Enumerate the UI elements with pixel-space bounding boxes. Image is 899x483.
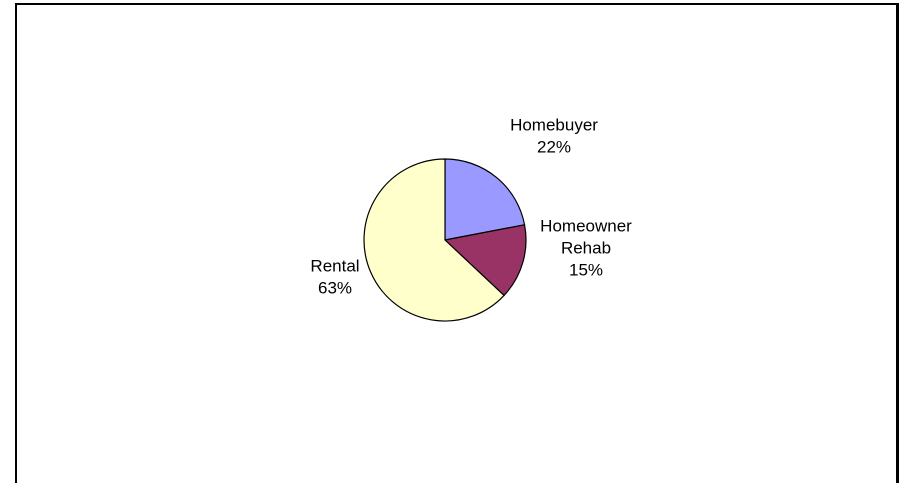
pie-labels: Homebuyer 22% Homeowner Rehab 15% Rental 63% [310,115,632,297]
frame-border-right [896,3,899,483]
frame-border-left [15,3,17,483]
pie-slices [363,158,527,322]
slice-percent-label: 15% [569,260,603,279]
pie-slice-homebuyer [444,158,526,241]
slice-percent-label: 22% [537,137,571,156]
slice-category-label: Homeowner [540,216,632,235]
slice-category-label: Rental [310,256,359,275]
slice-percent-label: 63% [318,278,352,297]
pie-slice-homeowner-rehab [443,224,527,297]
frame-border-top [15,3,899,5]
pie-slice-rental [363,158,505,322]
slice-category-label: Homebuyer [510,115,598,134]
slice-category-label: Rehab [561,238,611,257]
